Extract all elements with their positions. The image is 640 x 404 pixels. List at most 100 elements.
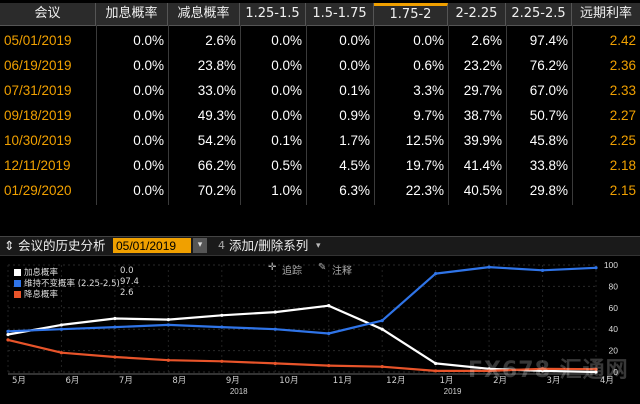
series-point-2 [59,351,64,355]
series-point-1 [273,327,277,331]
probability-cell: 0.5% [271,158,302,173]
probability-cell: 0.0% [133,183,164,198]
table-row[interactable]: 09/18/2019 0.0% 49.3% 0.0% 0.9% 9.7% 38.7% 50.7… [0,104,640,128]
probability-cell: 6.3% [339,183,370,198]
probability-cell: 70.2% [197,183,236,198]
header-meeting[interactable]: 会议 [0,3,96,25]
meeting-date-cell: 10/30/2019 [4,133,72,148]
table-row[interactable]: 05/01/2019 0.0% 2.6% 0.0% 0.0% 0.0% 2.6% 97.4% 2… [0,29,640,53]
probability-cell: 54.2% [197,133,236,148]
probability-cell: 0.0% [339,58,370,73]
probability-cell: 2.6% [205,33,236,48]
add-remove-series-button[interactable]: 添加/删除系列 [229,238,309,253]
probability-cell: 0.0% [413,33,444,48]
legend-label: 维持不变概率 (2.25-2.5) [24,279,120,289]
column-divider [306,25,307,205]
header-range-150[interactable]: 1.5-1.75 [306,3,374,25]
series-point-2 [487,369,491,373]
legend-item-cut: 降息概率 [14,288,58,300]
series-point-1 [434,271,438,276]
series-point-0 [166,317,170,322]
meeting-date-cell: 01/29/2020 [4,183,72,198]
column-divider [374,25,375,205]
table-row[interactable]: 01/29/2020 0.0% 70.2% 1.0% 6.3% 22.3% 40.5% 29.… [0,179,640,203]
legend-label: 加息概率 [24,268,59,278]
probability-cell: 29.7% [463,83,502,98]
header-forward-rate[interactable]: 远期利率 [579,6,632,21]
header-range-200[interactable]: 2-2.25 [448,3,506,25]
probability-cell: 0.0% [271,108,302,123]
series-line-1 [7,266,597,335]
series-line-0 [7,304,597,374]
series-point-1 [487,265,491,269]
series-point-0 [220,313,224,317]
x-tick-label: 10月 [279,376,298,386]
forward-rate-cell: 2.33 [609,83,636,98]
date-dropdown-button[interactable]: ▾ [193,238,207,253]
probability-cell: 22.3% [405,183,444,198]
table-row[interactable]: 06/19/2019 0.0% 23.8% 0.0% 0.0% 0.6% 23.2% 76.2… [0,54,640,78]
series-point-0 [113,316,117,321]
series-point-1 [220,325,224,329]
series-point-0 [327,304,331,308]
y-tick-label: 80 [609,281,619,291]
collapse-arrows-icon[interactable]: ⇕ [4,238,15,253]
probability-cell: 67.0% [529,83,568,98]
header-cut-prob[interactable]: 减息概率 [168,3,240,25]
table-row[interactable]: 12/11/2019 0.0% 66.2% 0.5% 4.5% 19.7% 41.4% 33.… [0,154,640,178]
forward-rate-cell: 2.18 [609,158,636,173]
probability-cell: 66.2% [197,158,236,173]
series-point-2 [166,358,170,362]
forward-rate-cell: 2.42 [609,33,636,48]
x-tick-label: 12月 [386,376,405,386]
column-divider [572,25,573,205]
annotate-button[interactable]: 注释 [332,266,352,277]
probability-cell: 0.0% [133,158,164,173]
probability-cell: 23.2% [463,58,502,73]
probability-cell: 50.7% [529,108,568,123]
probability-cell: 40.5% [463,183,502,198]
chevron-down-icon[interactable]: ▾ [316,241,321,251]
legend-value-hold: 97.4 [120,277,139,287]
header-hike-prob[interactable]: 加息概率 [96,3,168,25]
probability-cell: 12.5% [405,133,444,148]
pencil-icon[interactable]: ✎ [318,262,327,273]
probability-cell: 0.0% [271,58,302,73]
y-tick-label: 40 [609,324,619,334]
x-tick-label: 8月 [172,376,186,386]
table-row[interactable]: 10/30/2019 0.0% 54.2% 0.1% 1.7% 12.5% 39.9% 45.… [0,129,640,153]
series-point-1 [594,266,598,270]
header-range-125[interactable]: 1.25-1.5 [240,3,306,25]
table-row[interactable]: 07/31/2019 0.0% 33.0% 0.0% 0.1% 3.3% 29.7% 67.0… [0,79,640,103]
column-divider [96,25,97,205]
x-tick-label: 7月 [119,376,133,386]
probability-cell: 29.8% [529,183,568,198]
probability-cell: 0.6% [413,58,444,73]
header-range-175[interactable]: 1.75-2 [374,3,448,25]
meeting-date-cell: 06/19/2019 [4,58,72,73]
meeting-date-input[interactable] [113,238,191,253]
probability-cell: 38.7% [463,108,502,123]
series-point-1 [540,268,545,272]
x-tick-label: 2月 [493,376,507,386]
probability-cell: 0.1% [271,133,302,148]
probability-cell: 0.0% [133,58,164,73]
probability-cell: 3.3% [413,83,444,98]
track-button[interactable]: 追踪 [282,266,302,277]
column-divider [506,25,507,205]
crosshair-icon[interactable]: ✛ [268,262,277,273]
series-point-0 [6,332,10,337]
series-point-1 [113,325,117,329]
probability-cell: 2.6% [471,33,502,48]
probability-cell: 97.4% [529,33,568,48]
legend-swatch-cut [14,291,21,298]
probability-cell: 0.0% [339,33,370,48]
x-tick-label: 5月 [12,376,26,386]
column-divider [168,25,169,205]
series-point-2 [594,367,598,371]
x-tick-label: 1月 [440,376,454,386]
probability-cell: 76.2% [529,58,568,73]
header-range-225[interactable]: 2.25-2.5 [506,3,572,25]
probability-cell: 19.7% [405,158,444,173]
legend-value-cut: 2.6 [120,288,134,298]
